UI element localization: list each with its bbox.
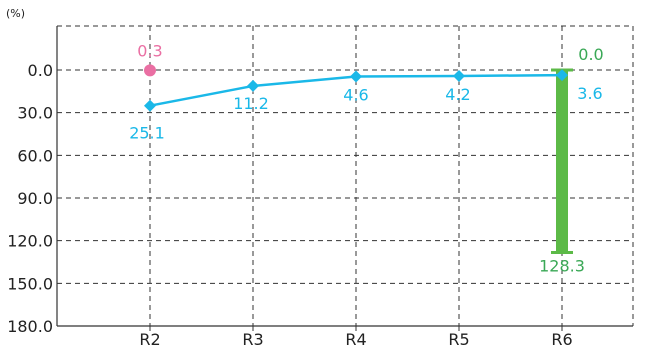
x-tick-label: R4: [345, 330, 366, 347]
y-tick-label: 0.0: [28, 61, 53, 80]
y-tick-label: 120.0: [7, 232, 53, 251]
x-tick-label: R5: [448, 330, 469, 347]
data-label: 0.3: [137, 41, 162, 60]
x-tick-label: R6: [551, 330, 572, 347]
series-layer: [144, 64, 568, 112]
y-tick-label: 60.0: [17, 146, 53, 165]
axis-layer: [56, 26, 633, 331]
range-bar-layer: [551, 68, 573, 254]
data-label: 25.1: [129, 124, 165, 143]
x-tick-label: R3: [242, 330, 263, 347]
data-point: [453, 69, 465, 82]
range-bar-high-label: 128.3: [539, 256, 585, 275]
data-point: [247, 79, 259, 92]
y-tick-label: 90.0: [17, 189, 53, 208]
y-tick-label: 30.0: [17, 104, 53, 123]
range-bar-low-label: 0.0: [578, 45, 603, 64]
data-label: 11.2: [233, 94, 269, 113]
y-tick-label: 150.0: [7, 274, 53, 293]
data-point: [144, 99, 156, 112]
data-label: 4.2: [445, 85, 470, 104]
data-point: [350, 70, 362, 83]
y-tick-label: 180.0: [7, 317, 53, 336]
data-label: 4.6: [343, 86, 368, 105]
x-tick-label: R2: [139, 330, 160, 347]
y-unit-label: (%): [6, 7, 25, 20]
data-label: 3.6: [577, 84, 602, 103]
data-point: [144, 64, 156, 77]
range-bar: [556, 70, 568, 253]
label-layer: (%) 0.0 30.0 60.0 90.0 120.0 150.0 180.0 R2 R3 R4 R…: [6, 7, 604, 347]
data-point: [556, 69, 568, 82]
grid-layer: [57, 25, 634, 326]
